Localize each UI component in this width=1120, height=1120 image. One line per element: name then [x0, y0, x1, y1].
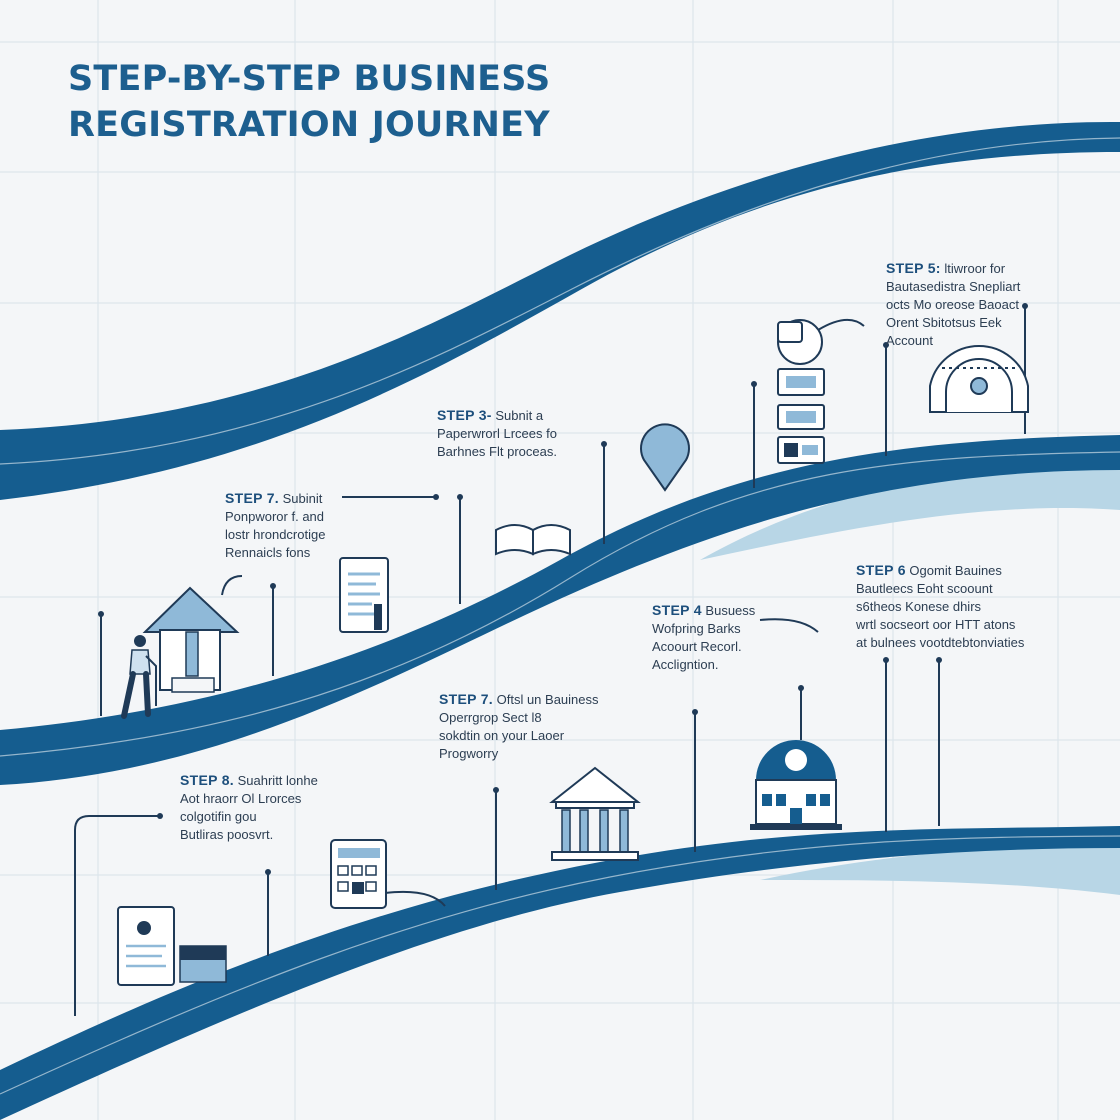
step-3-callout: STEP 3- Subnit a Paperwrorl Lrcees fo Ba… [437, 406, 617, 461]
calculator-icon [330, 839, 387, 909]
step-label: STEP 4 [652, 602, 702, 618]
step-label: STEP 8. [180, 772, 234, 788]
step-7b-callout: STEP 7. Oftsl un Bauiness Operrgrop Sect… [439, 690, 639, 763]
bank-dollar-icon [750, 740, 842, 830]
location-pin-icon [640, 423, 690, 492]
step-text: Subinit [282, 491, 323, 506]
step-text: Busuess [705, 603, 756, 618]
step-text: Barhnes Flt proceas. [437, 444, 557, 459]
step-text: Accligntion. [652, 657, 719, 672]
step-text: octs Mo oreose Baoact [886, 297, 1019, 312]
step-7-callout: STEP 7. Subinit Ponpworor f. and lostr h… [225, 489, 385, 562]
step-text: Progworry [439, 746, 499, 761]
step-text: Ponpworor f. and [225, 509, 325, 524]
step-5-callout: STEP 5: ltiwroor for Bautasedistra Snepl… [886, 259, 1086, 350]
step-text: s6theos Konese dhirs [856, 599, 982, 614]
step-text: Suahritt lonhe [237, 773, 318, 788]
step-text: Wofpring Barks [652, 621, 741, 636]
folder-icon [179, 945, 227, 983]
step-label: STEP 5: [886, 260, 941, 276]
document-icon [339, 557, 389, 633]
step-text: lostr hrondcrotige [225, 527, 326, 542]
road-top [0, 121, 1120, 501]
step-text: sokdtin on your Laoer [439, 728, 565, 743]
step-text: Butliras poosvrt. [180, 827, 274, 842]
step-label: STEP 7. [225, 490, 279, 506]
step-text: wrtl socseort oor HTT atons [856, 617, 1016, 632]
step-6-callout: STEP 6 Ogomit Bauines Bautleecs Eoht sco… [856, 561, 1071, 652]
step-text: colgotifin gou [180, 809, 257, 824]
step-text: Bautasedistra Snepliart [886, 279, 1021, 294]
pointer-lines [74, 306, 1026, 1016]
house-icon [142, 586, 240, 693]
step-text: Operrgrop Sect l8 [439, 710, 542, 725]
step-label: STEP 6 [856, 562, 906, 578]
step-text: Acoourt Recorl. [652, 639, 742, 654]
bank-building-icon [549, 766, 641, 861]
step-text: Aot hraorr Ol Lrorces [180, 791, 302, 806]
person-icon [121, 635, 157, 719]
id-card-icon [777, 368, 825, 464]
road-middle [0, 435, 1120, 785]
pointer-dots [98, 303, 1028, 875]
step-8-callout: STEP 8. Suahritt lonhe Aot hraorr Ol Lro… [180, 771, 370, 844]
step-text: Paperwrorl Lrcees fo [437, 426, 557, 441]
globe-icon [777, 319, 823, 365]
step-label: STEP 3- [437, 407, 492, 423]
step-label: STEP 7. [439, 691, 493, 707]
step-text: Bautleecs Eoht scoount [856, 581, 993, 596]
open-book-icon [495, 524, 571, 556]
step-text: Rennaicls fons [225, 545, 311, 560]
arch-gate-icon [929, 344, 1029, 413]
step-text: Ogomit Bauines [909, 563, 1002, 578]
step-text: Account [886, 333, 933, 348]
step-text: Orent Sbitotsus Eek [886, 315, 1002, 330]
step-text: Subnit a [495, 408, 544, 423]
step-text: Oftsl un Bauiness [496, 692, 599, 707]
step-text: at bulnees vootdtebtonviaties [856, 635, 1025, 650]
certificate-icon [117, 906, 175, 986]
step-text: ltiwroor for [944, 261, 1006, 276]
page-title: STEP-BY-STEP BUSINESS REGISTRATION JOURN… [68, 59, 551, 145]
step-4-callout: STEP 4 Busuess Wofpring Barks Acoourt Re… [652, 601, 812, 674]
